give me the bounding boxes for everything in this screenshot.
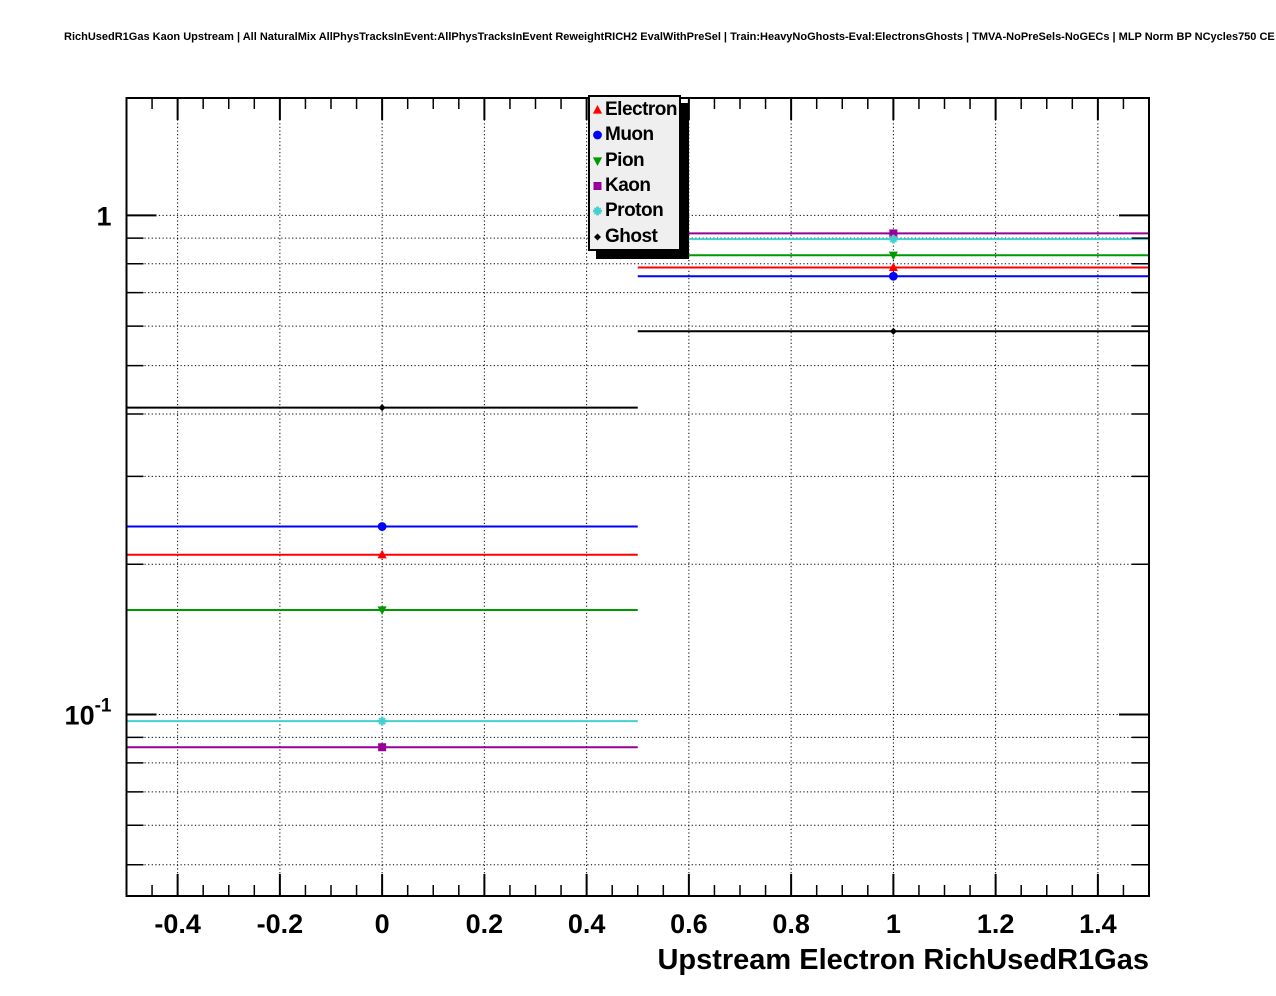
electron-marker: [377, 549, 387, 559]
x-tick-label: -0.4: [154, 909, 201, 939]
x-axis-title: Upstream Electron RichUsedR1Gas: [657, 944, 1149, 976]
legend-item-proton: Proton: [590, 198, 679, 223]
proton-marker: [888, 234, 898, 244]
legend-label: Pion: [605, 149, 645, 171]
legend-label: Proton: [605, 200, 664, 222]
x-tick-label: 0.8: [772, 909, 810, 939]
pion-marker: [377, 606, 387, 615]
legend-label: Ghost: [605, 225, 658, 247]
legend-label: Kaon: [605, 175, 651, 197]
legend-item-pion: Pion: [590, 148, 679, 173]
x-tick-label: 1.2: [977, 909, 1015, 939]
pion-marker-icon: [592, 157, 603, 166]
ghost-marker: [378, 404, 386, 412]
x-tick-label: 0: [375, 909, 390, 939]
legend-item-ghost: Ghost: [590, 224, 679, 249]
x-tick-label: 1: [886, 909, 901, 939]
muon-marker-icon: [593, 131, 602, 140]
x-tick-label: 0.6: [670, 909, 708, 939]
x-tick-label: 0.4: [568, 909, 606, 939]
proton-marker-icon: [593, 207, 602, 216]
kaon-marker-icon: [593, 182, 602, 191]
kaon-marker: [889, 229, 898, 238]
x-tick-label: 0.2: [466, 909, 504, 939]
legend-label: Muon: [605, 124, 654, 146]
ghost-marker: [889, 327, 897, 335]
electron-marker-icon: [592, 105, 603, 114]
y-tick-label: 10-1: [65, 696, 112, 731]
legend-item-kaon: Kaon: [590, 173, 679, 198]
muon-marker: [377, 522, 387, 531]
legend-item-electron: Electron: [590, 97, 679, 122]
proton-marker: [377, 716, 387, 726]
muon-marker: [888, 271, 898, 281]
x-tick-label: 1.4: [1079, 909, 1117, 939]
kaon-marker: [378, 743, 387, 752]
y-tick-label: 1: [96, 201, 111, 231]
x-tick-label: -0.2: [257, 909, 304, 939]
pion-marker: [888, 251, 898, 261]
plot-title: RichUsedR1Gas Kaon Upstream | All Natura…: [64, 31, 1276, 43]
electron-marker: [888, 262, 898, 272]
ghost-marker-icon: [594, 233, 601, 241]
legend-item-muon: Muon: [590, 122, 679, 147]
legend: Electron Muon Pion Kaon Proton Ghost: [588, 95, 681, 251]
legend-label: Electron: [605, 99, 678, 121]
